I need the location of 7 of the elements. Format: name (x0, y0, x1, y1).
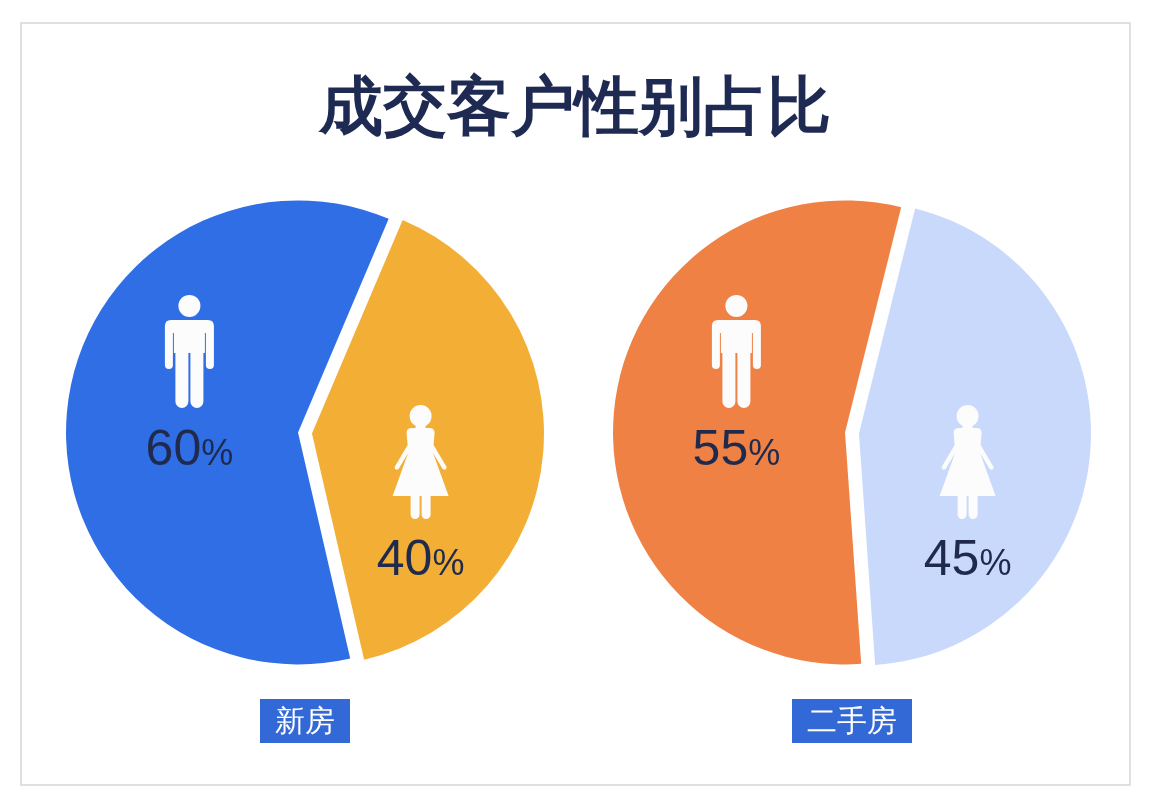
data-label: 60% (145, 419, 234, 476)
data-label: 40% (376, 530, 465, 587)
text: 二手房 (807, 704, 897, 737)
text: 新房 (275, 704, 335, 737)
data-label: 45% (923, 530, 1012, 587)
text: 成交客户性别占比 (318, 70, 831, 142)
data-label: 55% (692, 419, 781, 476)
